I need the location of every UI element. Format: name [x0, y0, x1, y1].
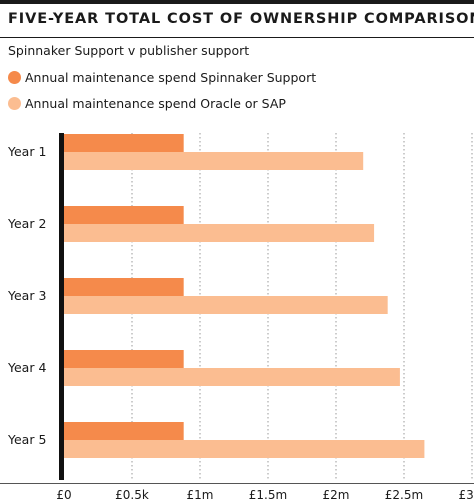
x-tick-label-5: £2.5m — [385, 488, 423, 502]
bar-spinnaker-4 — [64, 350, 184, 368]
legend-item-spinnaker: Annual maintenance spend Spinnaker Suppo… — [8, 69, 316, 85]
category-label-2: Year 2 — [7, 216, 46, 231]
bar-oracle-sap-5 — [64, 440, 425, 458]
legend-swatch-oracle-sap — [8, 96, 21, 110]
bar-oracle-sap-4 — [64, 368, 400, 386]
legend-label-oracle-sap: Annual maintenance spend Oracle or SAP — [25, 95, 286, 111]
top-rule — [0, 0, 474, 4]
bar-spinnaker-5 — [64, 422, 184, 440]
bar-spinnaker-3 — [64, 278, 184, 296]
bar-spinnaker-1 — [64, 134, 184, 152]
x-tick-label-3: £1.5m — [249, 488, 287, 502]
x-tick-label-1: £0.5k — [115, 488, 149, 502]
category-label-5: Year 5 — [7, 432, 46, 447]
bar-spinnaker-2 — [64, 206, 184, 224]
category-label-1: Year 1 — [7, 144, 46, 159]
x-tick-label-6: £3m — [459, 488, 474, 502]
x-tick-label-4: £2m — [323, 488, 350, 502]
legend-label-spinnaker: Annual maintenance spend Spinnaker Suppo… — [25, 69, 317, 85]
title-rule — [0, 37, 474, 38]
bar-oracle-sap-3 — [64, 296, 388, 314]
bar-oracle-sap-2 — [64, 224, 375, 242]
chart-title: FIVE-YEAR TOTAL COST OF OWNERSHIP COMPAR… — [8, 11, 474, 27]
category-label-3: Year 3 — [7, 288, 46, 303]
x-tick-label-0: £0 — [56, 488, 71, 502]
legend-item-oracle-sap: Annual maintenance spend Oracle or SAP — [8, 95, 286, 111]
y-axis-line — [59, 133, 64, 480]
legend-swatch-spinnaker — [8, 70, 21, 84]
chart-subtitle: Spinnaker Support v publisher support — [8, 43, 250, 58]
x-tick-label-2: £1m — [187, 488, 214, 502]
category-label-4: Year 4 — [7, 360, 46, 375]
bar-oracle-sap-1 — [64, 152, 364, 170]
